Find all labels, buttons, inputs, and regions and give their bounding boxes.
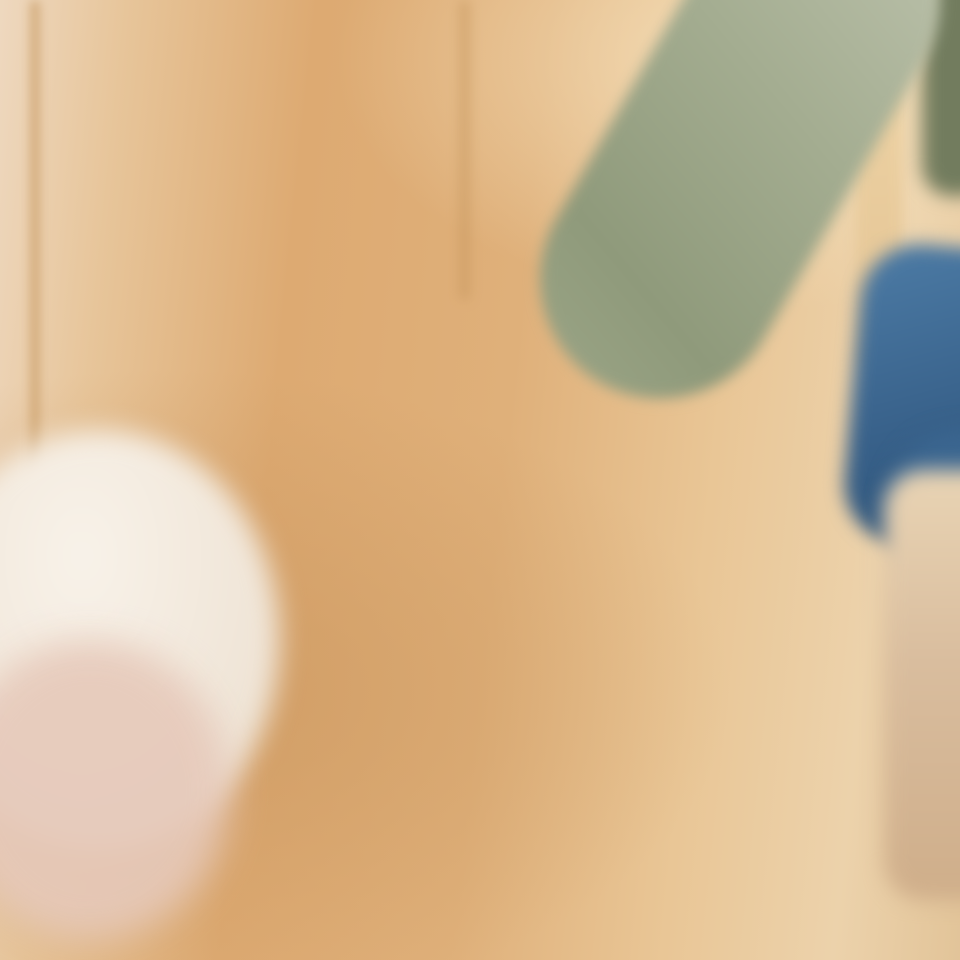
dog-bed-bottom [0, 880, 960, 960]
dog-bed-shadow [0, 640, 230, 940]
door-frame-line [460, 0, 469, 300]
door-frame-line [30, 0, 40, 560]
dog-bed-right [884, 470, 960, 900]
